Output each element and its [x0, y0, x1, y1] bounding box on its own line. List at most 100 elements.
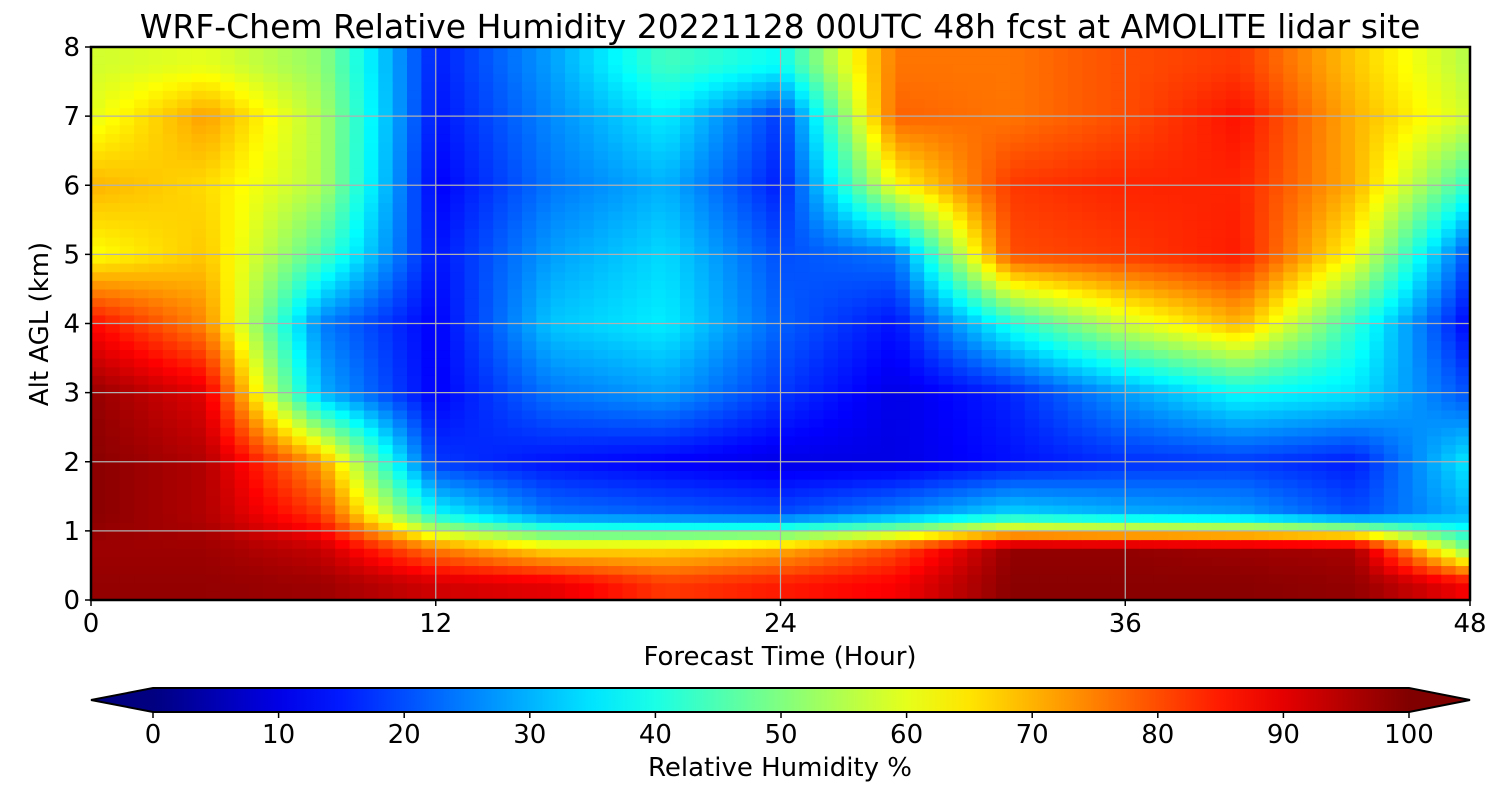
heatmap-cell [1153, 150, 1169, 160]
heatmap-cell [751, 314, 767, 325]
heatmap-cell [1441, 254, 1457, 264]
heatmap-cell [1311, 591, 1327, 600]
heatmap-cell [1067, 453, 1083, 463]
heatmap-cell [335, 323, 351, 333]
heatmap-cell [852, 340, 868, 351]
heatmap-cell [579, 548, 595, 558]
heatmap-cell [967, 219, 983, 230]
heatmap-cell [91, 427, 106, 437]
heatmap-cell [1197, 582, 1213, 592]
heatmap-cell [292, 297, 308, 307]
heatmap-cell [1125, 254, 1141, 264]
heatmap-cell [981, 470, 997, 480]
heatmap-cell [622, 332, 638, 342]
heatmap-cell [1039, 444, 1055, 454]
heatmap-cell [1053, 306, 1069, 316]
heatmap-cell [1053, 375, 1069, 385]
heatmap-cell [1311, 219, 1327, 230]
heatmap-cell [306, 375, 322, 385]
heatmap-cell [306, 358, 322, 368]
heatmap-cell [234, 435, 250, 446]
heatmap-cell [852, 280, 868, 290]
heatmap-cell [162, 211, 178, 221]
heatmap-cell [292, 358, 308, 368]
heatmap-cell [392, 280, 408, 290]
heatmap-cell [938, 280, 954, 290]
heatmap-cell [665, 193, 681, 204]
heatmap-cell [694, 591, 710, 600]
heatmap-cell [249, 461, 264, 471]
heatmap-cell [263, 332, 279, 342]
heatmap-cell [134, 288, 150, 299]
heatmap-cell [249, 556, 264, 567]
heatmap-cell [1153, 202, 1169, 212]
heatmap-cell [536, 358, 552, 368]
heatmap-cell [1082, 513, 1098, 523]
heatmap-cell [1039, 202, 1055, 212]
heatmap-cell [809, 392, 825, 402]
heatmap-cell [1283, 228, 1299, 238]
heatmap-cell [579, 582, 595, 592]
heatmap-cell [636, 565, 652, 575]
heatmap-cell [464, 444, 480, 454]
heatmap-cell [349, 271, 365, 281]
heatmap-cell [162, 470, 178, 480]
heatmap-cell [1168, 392, 1184, 402]
heatmap-cell [1182, 409, 1198, 420]
heatmap-cell [694, 340, 710, 351]
heatmap-cell [938, 392, 954, 402]
heatmap-cell [579, 401, 595, 411]
heatmap-cell [651, 245, 667, 255]
heatmap-cell [306, 297, 322, 307]
heatmap-cell [895, 435, 911, 446]
heatmap-cell [837, 314, 853, 325]
heatmap-cell [679, 366, 695, 376]
heatmap-cell [536, 280, 552, 290]
heatmap-cell [651, 435, 667, 446]
heatmap-cell [191, 461, 207, 471]
heatmap-cell [1340, 263, 1356, 273]
heatmap-cell [407, 314, 422, 325]
heatmap-cell [1297, 263, 1313, 273]
heatmap-cell [493, 565, 509, 575]
heatmap-cell [794, 470, 810, 480]
heatmap-cell [1082, 591, 1098, 600]
heatmap-cell [1311, 366, 1327, 376]
heatmap-cell [852, 211, 868, 221]
heatmap-cell [1441, 280, 1457, 290]
heatmap-cell [1441, 435, 1457, 446]
heatmap-cell [1268, 263, 1284, 273]
heatmap-cell [938, 556, 954, 567]
heatmap-cell [148, 479, 164, 489]
heatmap-cell [378, 245, 394, 255]
heatmap-cell [981, 340, 997, 351]
heatmap-cell [895, 461, 911, 471]
heatmap-cell [1412, 444, 1428, 454]
heatmap-cell [521, 556, 537, 567]
heatmap-cell [1369, 159, 1385, 169]
heatmap-cell [1225, 522, 1241, 532]
heatmap-cell [1283, 167, 1299, 178]
heatmap-cell [1067, 504, 1083, 515]
heatmap-cell [507, 349, 523, 359]
heatmap-cell [1139, 202, 1155, 212]
heatmap-cell [794, 176, 810, 186]
heatmap-cell [780, 176, 796, 186]
heatmap-cell [478, 358, 494, 368]
heatmap-cell [91, 280, 106, 290]
heatmap-cell [493, 176, 509, 186]
heatmap-cell [507, 487, 523, 497]
heatmap-cell [493, 548, 509, 558]
heatmap-cell [1340, 383, 1356, 394]
heatmap-cell [349, 237, 365, 247]
heatmap-cell [881, 392, 897, 402]
heatmap-cell [1067, 193, 1083, 204]
heatmap-cell [392, 479, 408, 489]
heatmap-cell [363, 358, 379, 368]
heatmap-cell [335, 150, 351, 160]
heatmap-cell [277, 358, 293, 368]
heatmap-cell [881, 297, 897, 307]
heatmap-cell [205, 211, 221, 221]
heatmap-cell [1441, 228, 1457, 238]
heatmap-cell [1225, 487, 1241, 497]
